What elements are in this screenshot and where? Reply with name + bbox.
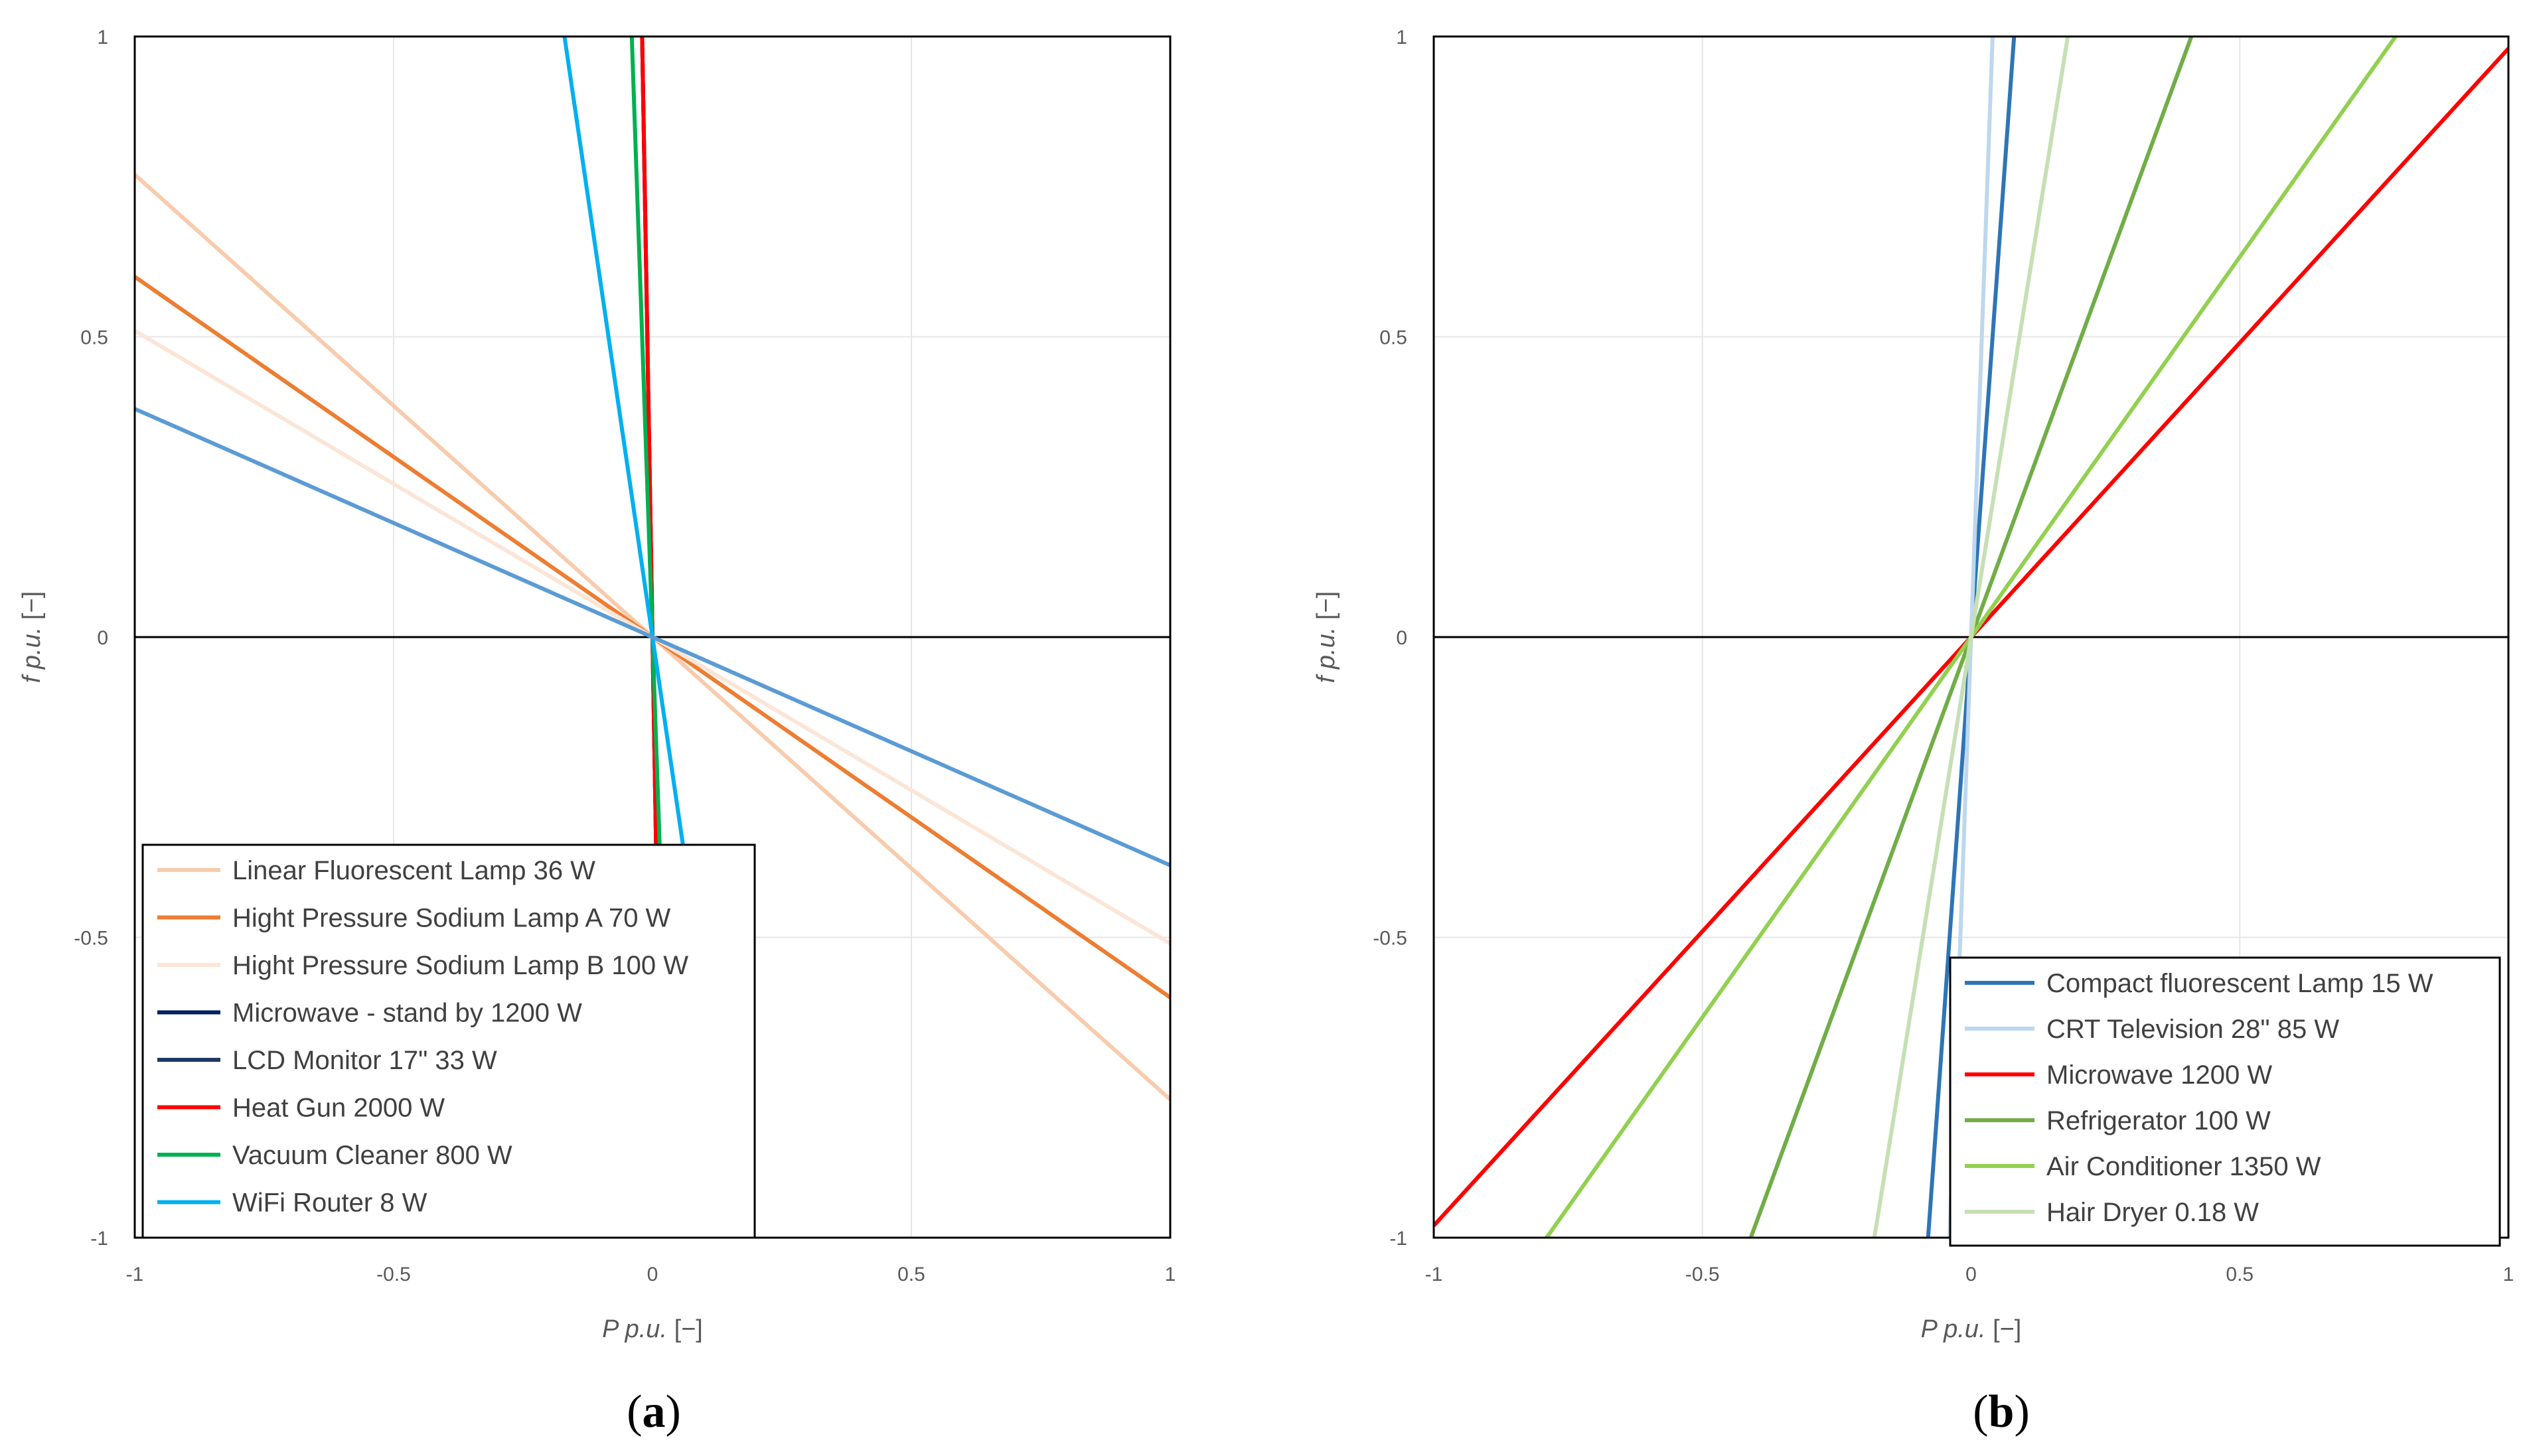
legend-label-3: Hight Pressure Sodium Lamp B 100 W [232, 951, 688, 980]
y-axis-label-italic: f p.u. [18, 620, 46, 683]
y-tick-label: 1 [1396, 27, 1407, 48]
x-axis-label: P p.u. [−] [602, 1315, 703, 1343]
y-axis-label-italic: f p.u. [1312, 620, 1340, 683]
y-tick-label: 0.5 [1379, 327, 1407, 349]
series-line-9 [135, 407, 1170, 867]
legend-box [1949, 956, 2501, 1247]
legend-label-8: WiFi Router 8 W [232, 1189, 427, 1218]
legend-label-1: Linear Fluorescent Lamp 36 W [232, 856, 595, 885]
x-tick-label: 0 [647, 1264, 658, 1285]
legend-label-4: Microwave - stand by 1200 W [232, 999, 582, 1028]
x-tick-label: 0.5 [2226, 1264, 2254, 1285]
x-tick-label: -1 [1425, 1264, 1443, 1285]
x-axis-label: P p.u. [−] [1921, 1315, 2022, 1343]
legend-label-6: Hair Dryer 0.18 W [2046, 1198, 2259, 1227]
y-axis-label-unit: [−] [18, 591, 46, 620]
x-axis-label-unit: [−] [674, 1315, 703, 1343]
legend-box [141, 843, 756, 1239]
legend-label-3: Microwave 1200 W [2046, 1060, 2272, 1090]
y-tick-label: -0.5 [74, 928, 108, 950]
series-group [1434, 36, 2508, 1238]
chart-b: -1 -0.5 0 0.5 1-1-0.500.51P p.u. [−]f p.u. [… [1312, 27, 2514, 1343]
y-tick-label: 0 [97, 627, 108, 649]
x-tick-label: -0.5 [376, 1264, 411, 1285]
x-tick-label: 0 [1965, 1264, 1977, 1285]
y-axis-label: f p.u. [−] [1312, 591, 1340, 683]
y-tick-label: -1 [90, 1228, 108, 1250]
legend-label-4: Refrigerator 100 W [2046, 1106, 2271, 1135]
x-axis-label-unit: [−] [1993, 1315, 2021, 1343]
x-tick-label: -0.5 [1685, 1264, 1720, 1285]
panel-caption-a: (a) [627, 1386, 681, 1437]
y-axis-label-unit: [−] [1312, 591, 1340, 620]
panel-caption-b: (b) [1973, 1386, 2030, 1437]
legend-label-2: Hight Pressure Sodium Lamp A 70 W [232, 904, 671, 933]
series-line-6 [1872, 36, 2070, 1238]
y-axis-label: f p.u. [−] [18, 591, 46, 683]
legend-label-6: Heat Gun 2000 W [232, 1094, 445, 1123]
legend-label-2: CRT Television 28" 85 W [2046, 1015, 2339, 1044]
x-tick-label: -1 [126, 1264, 144, 1285]
legend-label-7: Vacuum Cleaner 800 W [232, 1141, 512, 1170]
y-tick-label: 0 [1396, 627, 1407, 649]
legend-label-1: Compact fluorescent Lamp 15 W [2046, 969, 2433, 998]
chart-a: -1 -0.5 0 0.5 1-1-0.500.51P p.u. [−]f p.u. [… [18, 27, 1176, 1343]
legend-label-5: Air Conditioner 1350 W [2046, 1152, 2321, 1181]
x-tick-label: 1 [2503, 1264, 2514, 1285]
x-tick-label: 1 [1165, 1264, 1176, 1285]
y-tick-label: -0.5 [1373, 928, 1407, 950]
legend-label-5: LCD Monitor 17" 33 W [232, 1046, 497, 1075]
y-tick-label: 0.5 [80, 327, 108, 349]
y-tick-label: 1 [97, 27, 108, 48]
x-axis-label-italic: P p.u. [602, 1315, 674, 1343]
y-tick-label: -1 [1389, 1228, 1407, 1250]
x-tick-label: 0.5 [897, 1264, 925, 1285]
x-axis-label-italic: P p.u. [1921, 1315, 1993, 1343]
